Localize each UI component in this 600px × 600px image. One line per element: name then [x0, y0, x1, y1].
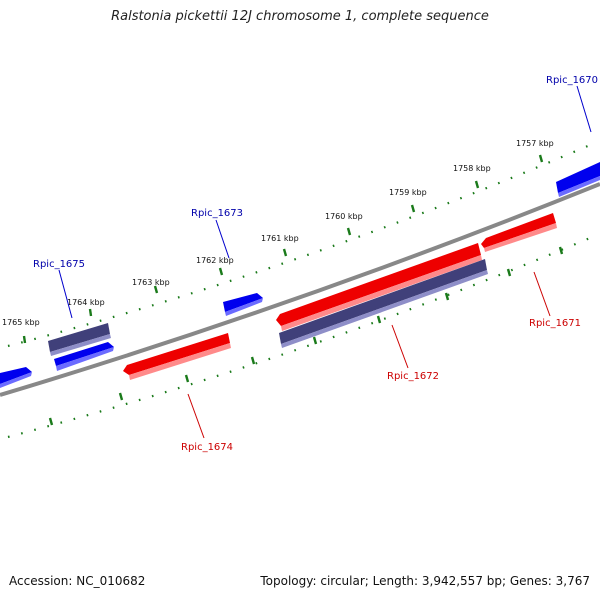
- gene-rpic-1674[interactable]: [123, 333, 231, 380]
- major-ticks-upper: [22, 154, 544, 344]
- gene-label-rpic-1671[interactable]: Rpic_1671: [529, 318, 581, 329]
- callout-lines: [58, 85, 592, 439]
- gene-rpic-1675-forward[interactable]: [54, 342, 114, 371]
- kbp-label: 1763 kbp: [132, 278, 170, 287]
- gene-rpic-1672-forward[interactable]: [276, 243, 482, 331]
- kbp-label: 1759 kbp: [389, 188, 427, 197]
- kbp-label: 1761 kbp: [261, 234, 299, 243]
- gene-label-rpic-1672[interactable]: Rpic_1672: [387, 371, 439, 382]
- kbp-label: 1757 kbp: [516, 139, 554, 148]
- map-title: Ralstonia pickettii 12J chromosome 1, co…: [111, 9, 489, 24]
- gene-label-rpic-1673[interactable]: Rpic_1673: [191, 208, 243, 219]
- kbp-label: 1764 kbp: [67, 298, 105, 307]
- gene-rpic-1670[interactable]: [556, 162, 600, 197]
- kbp-label: 1760 kbp: [325, 212, 363, 221]
- chromosome-backbone: [0, 182, 600, 397]
- gene-label-rpic-1675[interactable]: Rpic_1675: [33, 259, 85, 270]
- topology-text: Topology: circular; Length: 3,942,557 bp…: [260, 574, 590, 588]
- gene-rpic-1675-other[interactable]: [48, 323, 111, 356]
- kbp-label: 1765 kbp: [2, 318, 40, 327]
- gene-left-edge[interactable]: [0, 367, 32, 388]
- gene-rpic-1671[interactable]: [481, 213, 557, 252]
- major-ticks-lower: [48, 246, 564, 426]
- gene-rpic-1672-other[interactable]: [279, 259, 488, 348]
- kbp-label: 1762 kbp: [196, 256, 234, 265]
- gene-label-rpic-1670[interactable]: Rpic_1670: [546, 75, 598, 86]
- gene-rpic-1673[interactable]: [223, 293, 263, 316]
- accession-text: Accession: NC_010682: [9, 574, 146, 588]
- gene-label-rpic-1674[interactable]: Rpic_1674: [181, 442, 233, 453]
- kbp-label: 1758 kbp: [453, 164, 491, 173]
